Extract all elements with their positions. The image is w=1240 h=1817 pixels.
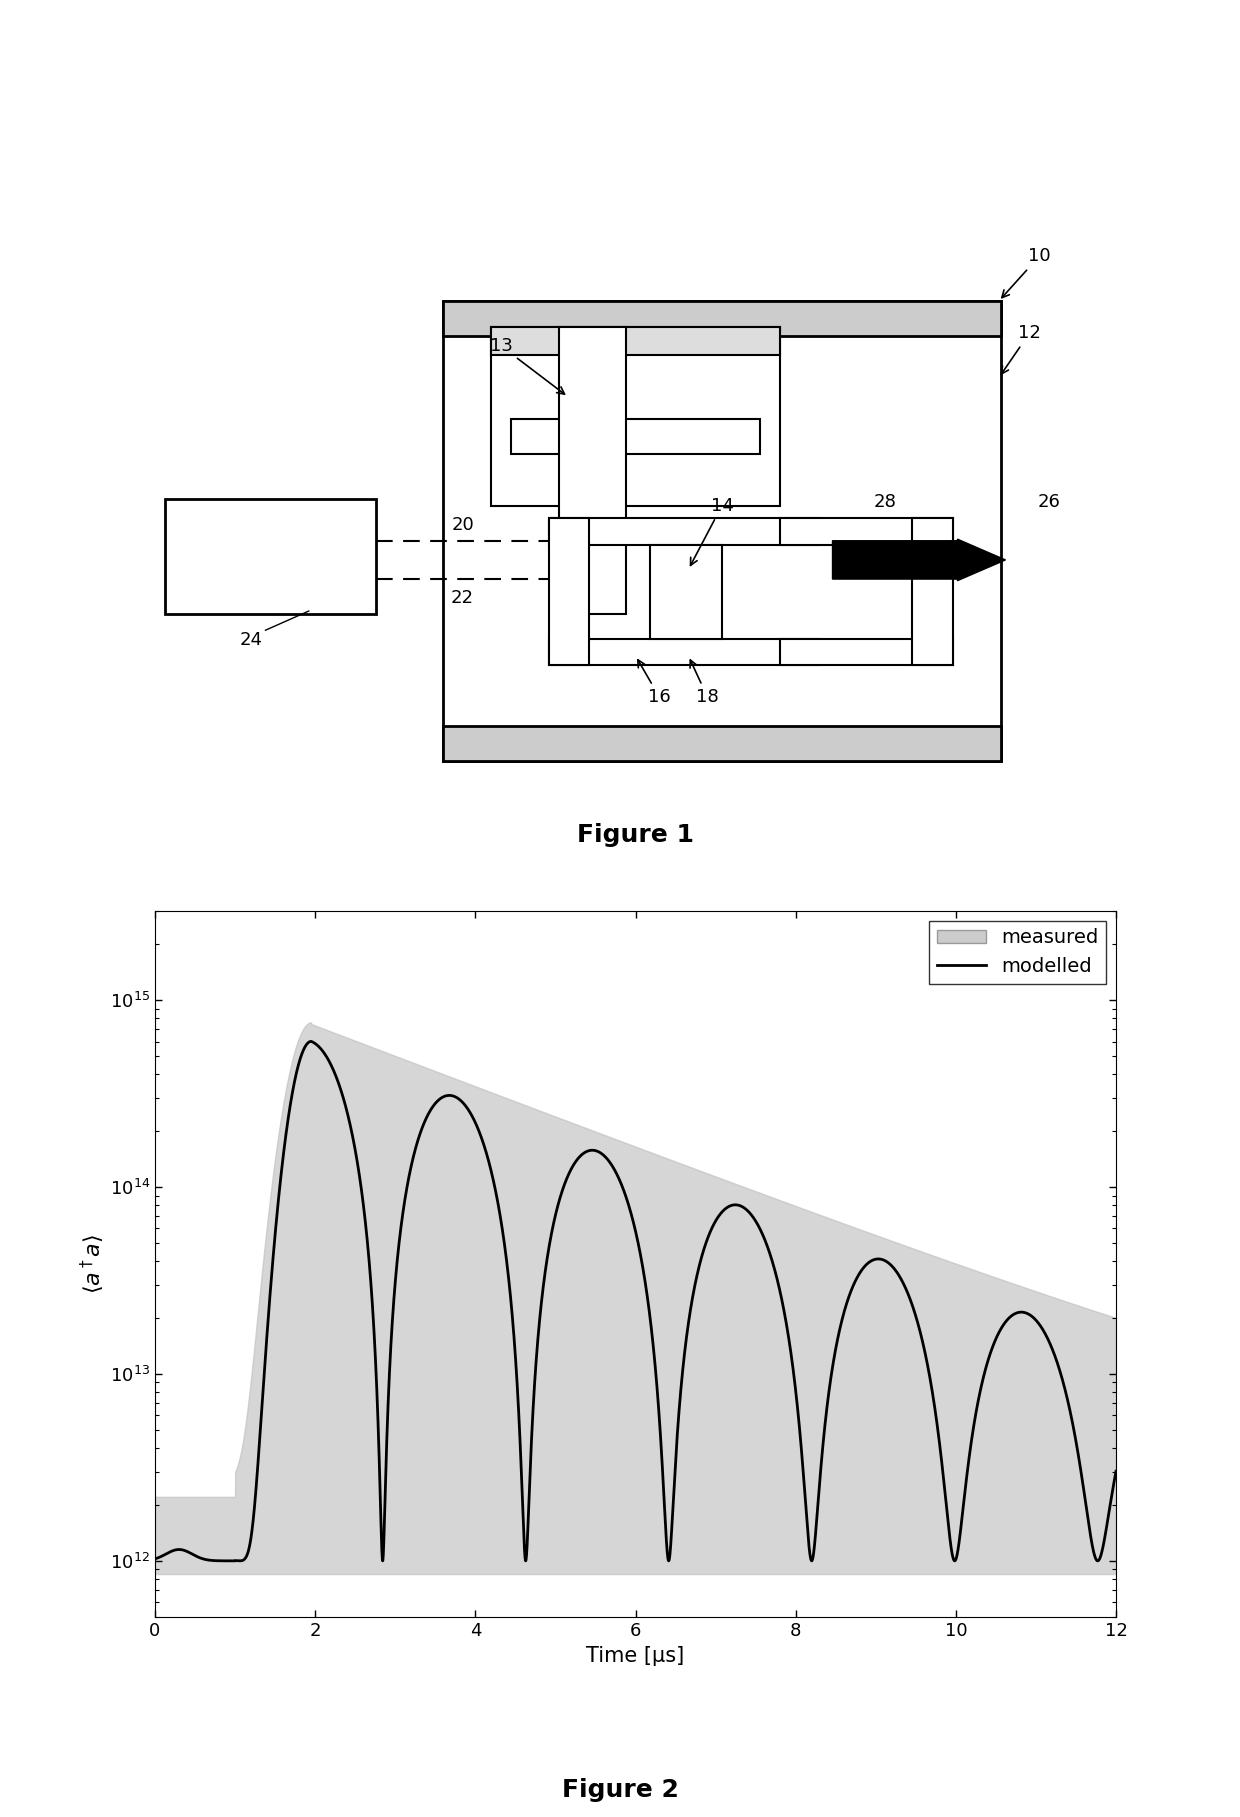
Text: 20: 20 — [451, 516, 474, 534]
Bar — [780, 638, 952, 665]
Bar — [650, 545, 722, 638]
modelled — [187, 1544, 202, 1566]
Bar — [491, 327, 780, 356]
Bar — [444, 302, 1001, 336]
modelled — [336, 1088, 351, 1110]
Bar — [913, 518, 952, 665]
modelled — [304, 1030, 319, 1052]
Bar — [511, 420, 760, 454]
Text: 14: 14 — [691, 496, 733, 565]
Bar — [549, 518, 818, 545]
Line: modelled: modelled — [155, 1041, 1116, 1561]
Bar — [549, 638, 818, 665]
X-axis label: Time [μs]: Time [μs] — [587, 1646, 684, 1666]
Text: 12: 12 — [1002, 323, 1040, 374]
Bar — [491, 327, 780, 505]
modelled — [618, 1183, 632, 1205]
Text: Figure 2: Figure 2 — [562, 1779, 678, 1802]
Bar — [444, 727, 1001, 761]
Bar — [165, 500, 376, 614]
Bar — [780, 518, 952, 545]
FancyArrow shape — [832, 540, 1006, 581]
modelled — [205, 1550, 219, 1572]
Legend: measured, modelled: measured, modelled — [929, 921, 1106, 983]
Bar — [444, 302, 1001, 761]
modelled — [1058, 1379, 1073, 1401]
Text: Figure 1: Figure 1 — [577, 823, 694, 847]
Text: 26: 26 — [1038, 494, 1060, 511]
Bar — [549, 518, 589, 665]
Text: 18: 18 — [691, 660, 719, 707]
modelled — [151, 1546, 166, 1568]
Y-axis label: $\langle a^\dagger a \rangle$: $\langle a^\dagger a \rangle$ — [79, 1234, 107, 1294]
Text: 28: 28 — [874, 494, 897, 511]
modelled — [232, 1550, 247, 1572]
Text: 16: 16 — [637, 660, 671, 707]
Text: 10: 10 — [1002, 247, 1050, 298]
Bar — [559, 327, 626, 614]
modelled — [148, 1548, 162, 1570]
Text: 22: 22 — [451, 589, 474, 607]
Text: 24: 24 — [239, 630, 263, 649]
modelled — [1109, 1461, 1123, 1483]
Text: 13: 13 — [490, 336, 564, 394]
